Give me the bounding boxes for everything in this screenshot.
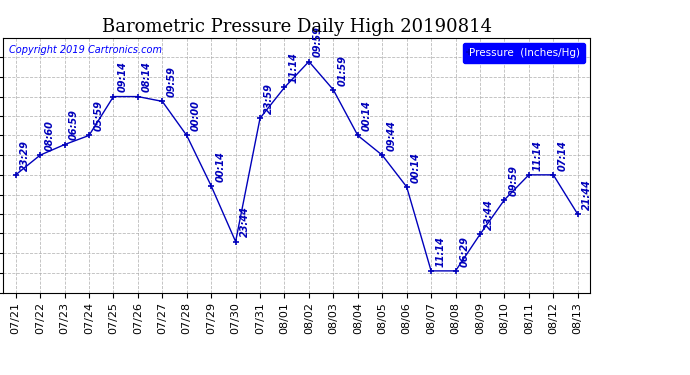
Pressure  (Inches/Hg) [305,59,313,64]
Text: 09:44: 09:44 [386,120,396,151]
Text: 23:44: 23:44 [484,200,494,230]
Pressure  (Inches/Hg) [61,142,69,147]
Pressure  (Inches/Hg) [476,232,484,237]
Text: 21:44: 21:44 [582,179,592,210]
Text: 09:59: 09:59 [509,165,519,196]
Pressure  (Inches/Hg) [134,94,142,99]
Text: 00:14: 00:14 [362,100,372,131]
Text: 05:59: 05:59 [93,100,103,131]
Text: 06:59: 06:59 [69,110,79,140]
Pressure  (Inches/Hg) [378,153,386,158]
Pressure  (Inches/Hg) [36,153,44,158]
Pressure  (Inches/Hg) [12,172,20,177]
Pressure  (Inches/Hg) [573,212,582,216]
Pressure  (Inches/Hg) [256,116,264,120]
Pressure  (Inches/Hg) [524,172,533,177]
Text: 23:44: 23:44 [239,207,250,237]
Pressure  (Inches/Hg) [329,88,337,92]
Pressure  (Inches/Hg) [451,268,460,273]
Legend: Pressure  (Inches/Hg): Pressure (Inches/Hg) [463,43,584,63]
Text: 08:60: 08:60 [44,120,55,151]
Text: 00:14: 00:14 [215,151,226,182]
Pressure  (Inches/Hg) [427,268,435,273]
Title: Barometric Pressure Daily High 20190814: Barometric Pressure Daily High 20190814 [101,18,492,36]
Text: 06:29: 06:29 [460,236,470,267]
Pressure  (Inches/Hg) [158,99,166,104]
Text: 07:14: 07:14 [558,140,567,171]
Pressure  (Inches/Hg) [231,239,239,244]
Pressure  (Inches/Hg) [402,184,411,189]
Text: 11:14: 11:14 [288,53,299,83]
Text: 09:59: 09:59 [166,66,177,97]
Text: 11:14: 11:14 [533,140,543,171]
Pressure  (Inches/Hg) [549,172,558,177]
Pressure  (Inches/Hg) [109,94,117,99]
Pressure  (Inches/Hg) [500,198,509,202]
Pressure  (Inches/Hg) [354,133,362,138]
Text: 11:14: 11:14 [435,236,445,267]
Pressure  (Inches/Hg) [280,85,288,90]
Text: 23:29: 23:29 [20,140,30,171]
Text: 23:59: 23:59 [264,83,274,114]
Text: 00:00: 00:00 [191,100,201,131]
Text: 09:59: 09:59 [313,27,323,57]
Text: 01:59: 01:59 [337,55,348,86]
Pressure  (Inches/Hg) [85,133,93,138]
Text: 08:14: 08:14 [142,62,152,92]
Pressure  (Inches/Hg) [183,133,191,138]
Text: 09:14: 09:14 [117,62,128,92]
Line: Pressure  (Inches/Hg): Pressure (Inches/Hg) [12,58,581,274]
Text: 00:14: 00:14 [411,152,421,183]
Text: Copyright 2019 Cartronics.com: Copyright 2019 Cartronics.com [10,45,162,55]
Pressure  (Inches/Hg) [207,184,215,188]
